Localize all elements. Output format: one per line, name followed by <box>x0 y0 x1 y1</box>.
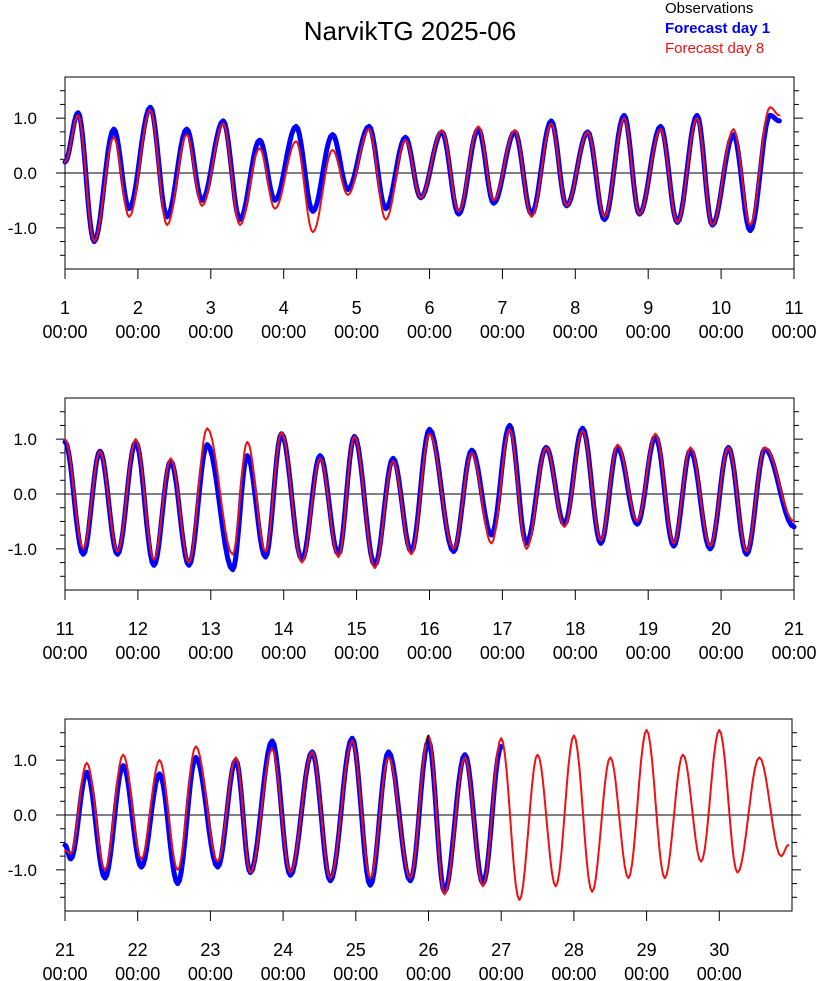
series-forecast-day-1 <box>62 735 504 895</box>
x-tick-label-day: 23 <box>200 940 220 960</box>
x-tick-label-day: 11 <box>785 298 804 318</box>
x-tick-label-time: 00:00 <box>553 322 598 342</box>
x-tick-label-time: 00:00 <box>261 322 306 342</box>
x-tick-label-time: 00:00 <box>406 964 451 981</box>
x-tick-label-time: 00:00 <box>480 643 525 663</box>
chart-panel-2: -1.0 0.0 1.0 11 00:00 12 00:00 13 00:00 14 00:00 15… <box>8 397 817 663</box>
x-tick-label-day: 26 <box>418 940 438 960</box>
x-tick-label-day: 7 <box>497 298 507 318</box>
x-tick-label-day: 12 <box>128 619 148 639</box>
x-tick-label-time: 00:00 <box>115 643 160 663</box>
x-tick-label-time: 00:00 <box>479 964 524 981</box>
x-tick-label-time: 00:00 <box>115 322 160 342</box>
x-tick-label-day: 2 <box>133 298 143 318</box>
x-tick-label-day: 24 <box>273 940 293 960</box>
y-tick-label: 0.0 <box>13 806 37 825</box>
x-tick-label-time: 00:00 <box>188 964 233 981</box>
x-tick-label-day: 1 <box>60 298 70 318</box>
series-observations <box>425 734 430 745</box>
x-tick-label-time: 00:00 <box>480 322 525 342</box>
x-tick-label-time: 00:00 <box>553 643 598 663</box>
x-tick-label-day: 29 <box>637 940 657 960</box>
x-tick-label-time: 00:00 <box>626 643 671 663</box>
legend-observations: Observations <box>665 0 754 17</box>
x-tick-label-time: 00:00 <box>407 643 452 663</box>
x-tick-label-time: 00:00 <box>42 322 87 342</box>
series-forecast-day-8 <box>64 106 781 243</box>
x-tick-label-time: 00:00 <box>771 643 816 663</box>
x-tick-label-day: 17 <box>492 619 512 639</box>
chart-panel-3: -1.0 0.0 1.0 21 00:00 22 00:00 23 00:00 24 00:00 25… <box>8 718 801 981</box>
series-forecast-day-8 <box>64 427 795 570</box>
series-forecast-day-1 <box>62 422 797 573</box>
x-tick-label-day: 11 <box>56 619 75 639</box>
x-tick-label-day: 3 <box>206 298 216 318</box>
x-tick-label-day: 22 <box>128 940 148 960</box>
series-forecast-day-1 <box>62 104 782 245</box>
x-tick-label-time: 00:00 <box>42 964 87 981</box>
x-tick-label-day: 27 <box>491 940 511 960</box>
legend-forecast-day8: Forecast day 8 <box>665 40 765 57</box>
x-tick-label-day: 9 <box>643 298 653 318</box>
x-tick-label-day: 14 <box>274 619 294 639</box>
y-tick-label: -1.0 <box>8 219 37 238</box>
x-tick-label-time: 00:00 <box>699 322 744 342</box>
x-tick-label-day: 18 <box>565 619 585 639</box>
y-tick-label: 1.0 <box>13 109 37 128</box>
y-tick-label: 1.0 <box>13 430 37 449</box>
x-tick-label-time: 00:00 <box>188 322 233 342</box>
x-tick-label-time: 00:00 <box>697 964 742 981</box>
x-tick-label-day: 21 <box>55 940 75 960</box>
x-tick-label-time: 00:00 <box>407 322 452 342</box>
y-tick-label: 0.0 <box>13 164 37 183</box>
x-tick-label-day: 6 <box>424 298 434 318</box>
x-tick-label-day: 19 <box>638 619 658 639</box>
x-tick-label-time: 00:00 <box>261 643 306 663</box>
x-tick-label-time: 00:00 <box>188 643 233 663</box>
x-tick-label-day: 30 <box>709 940 729 960</box>
x-tick-label-time: 00:00 <box>261 964 306 981</box>
x-tick-label-time: 00:00 <box>699 643 744 663</box>
x-tick-label-time: 00:00 <box>115 964 160 981</box>
x-tick-label-day: 21 <box>784 619 804 639</box>
x-tick-label-time: 00:00 <box>334 322 379 342</box>
x-tick-label-day: 10 <box>711 298 731 318</box>
x-tick-label-time: 00:00 <box>771 322 816 342</box>
x-tick-label-day: 8 <box>570 298 580 318</box>
x-tick-label-day: 5 <box>352 298 362 318</box>
x-tick-label-time: 00:00 <box>42 643 87 663</box>
x-tick-label-day: 4 <box>279 298 289 318</box>
x-tick-label-day: 15 <box>347 619 367 639</box>
y-tick-label: 0.0 <box>13 485 37 504</box>
legend-forecast-day1: Forecast day 1 <box>665 20 771 37</box>
chart-panel-1: -1.0 0.0 1.0 1 00:00 2 00:00 3 00:00 4 00:00 5 00:00… <box>8 76 817 342</box>
x-tick-label-day: 25 <box>346 940 366 960</box>
y-tick-label: 1.0 <box>13 751 37 770</box>
x-tick-label-day: 13 <box>201 619 221 639</box>
x-tick-label-time: 00:00 <box>624 964 669 981</box>
x-tick-label-time: 00:00 <box>334 643 379 663</box>
x-tick-label-time: 00:00 <box>333 964 378 981</box>
x-tick-label-time: 00:00 <box>551 964 596 981</box>
x-tick-label-time: 00:00 <box>626 322 671 342</box>
chart-title: NarvikTG 2025-06 <box>303 16 517 46</box>
x-tick-label-day: 16 <box>419 619 439 639</box>
y-tick-label: -1.0 <box>8 861 37 880</box>
y-tick-label: -1.0 <box>8 540 37 559</box>
x-tick-label-day: 28 <box>564 940 584 960</box>
x-tick-label-day: 20 <box>711 619 731 639</box>
